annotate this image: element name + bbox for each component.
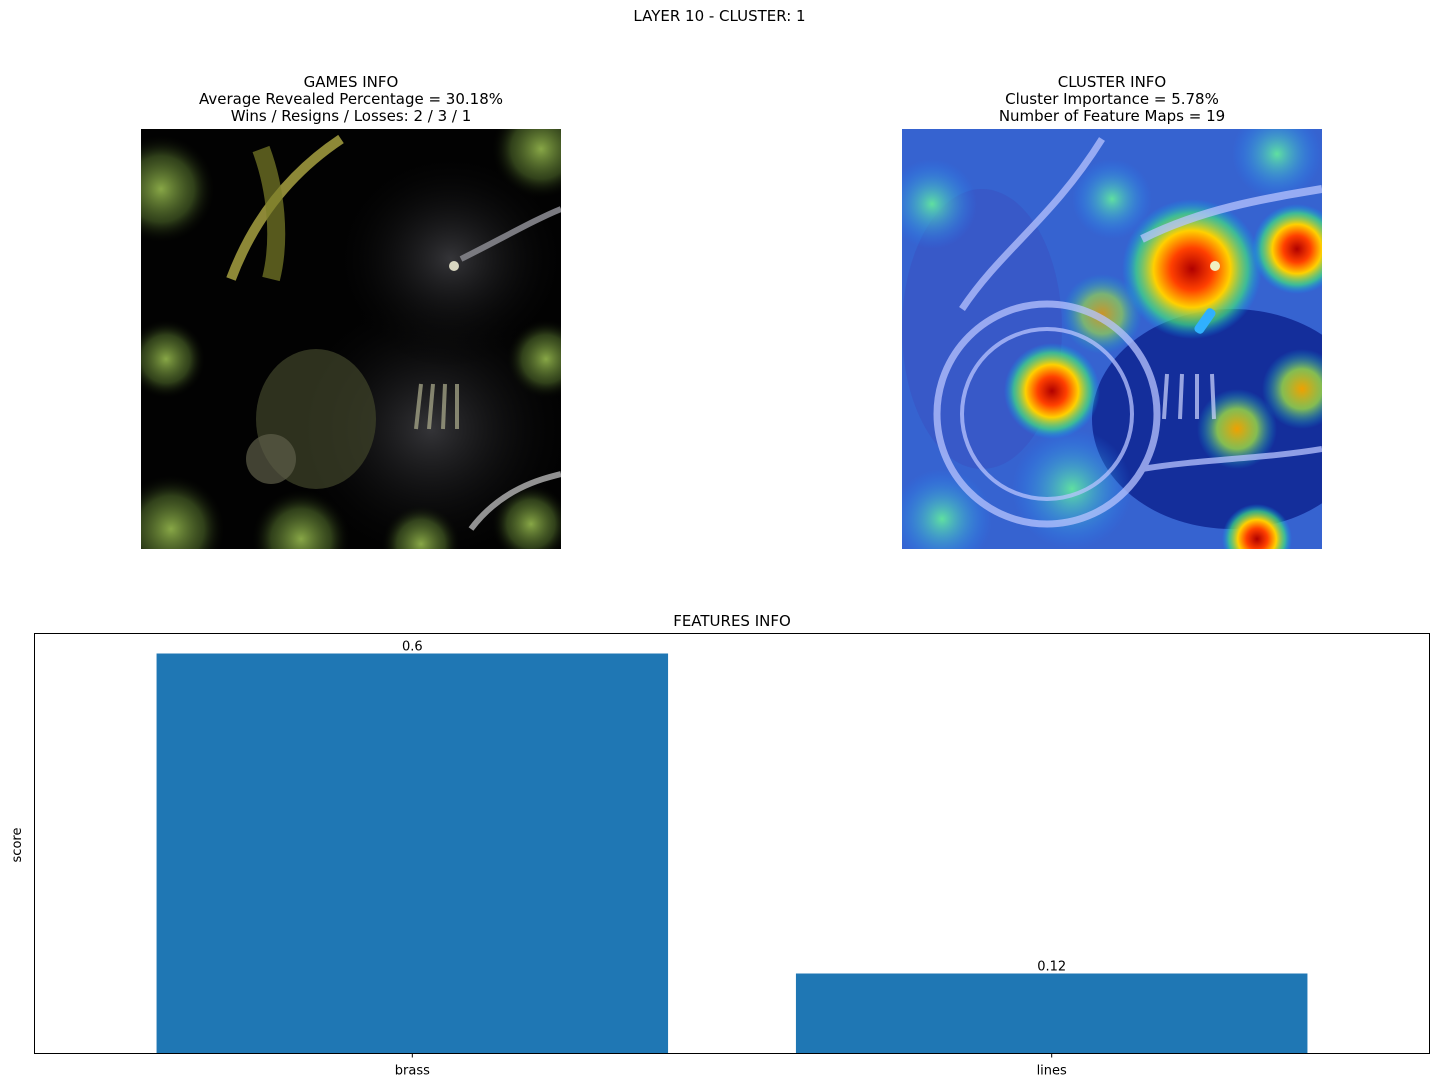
games-info-title-block: GAMES INFO Average Revealed Percentage =… [101, 74, 601, 125]
bar-brass [156, 653, 669, 1054]
cluster-info-feature-maps: Number of Feature Maps = 19 [998, 107, 1226, 125]
masked-image [141, 129, 561, 549]
bar-value-label-lines: 0.12 [1037, 960, 1066, 975]
heatmap-overlay-image [902, 129, 1322, 549]
games-info-title: GAMES INFO [303, 73, 399, 91]
x-tick-label-lines: lines [1037, 1064, 1067, 1079]
cluster-info-title-block: CLUSTER INFO Cluster Importance = 5.78% … [862, 74, 1362, 125]
y-axis-label: score [10, 828, 25, 863]
cluster-info-importance: Cluster Importance = 5.78% [1005, 90, 1219, 108]
games-info-record: Wins / Resigns / Losses: 2 / 3 / 1 [230, 107, 472, 125]
chart-title: FEATURES INFO [673, 612, 791, 630]
cluster-info-title: CLUSTER INFO [1057, 73, 1167, 91]
bar-lines [795, 973, 1308, 1054]
figure-title: LAYER 10 - CLUSTER: 1 [633, 7, 806, 25]
bar-value-label-brass: 0.6 [402, 640, 423, 655]
axes-frame [34, 633, 1430, 1054]
x-tick-label-brass: brass [395, 1064, 430, 1079]
games-info-revealed: Average Revealed Percentage = 30.18% [198, 90, 503, 108]
